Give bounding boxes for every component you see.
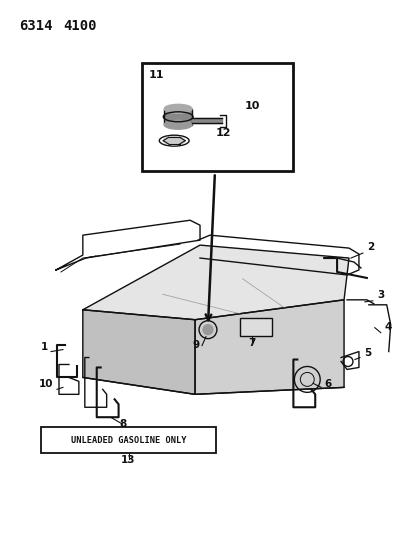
FancyBboxPatch shape: [142, 63, 293, 171]
FancyBboxPatch shape: [240, 318, 272, 336]
Text: 9: 9: [193, 340, 200, 350]
Text: 1: 1: [41, 342, 48, 352]
Text: 4100: 4100: [63, 19, 96, 33]
Ellipse shape: [164, 104, 192, 114]
Text: 10: 10: [38, 379, 53, 390]
Text: 12: 12: [216, 128, 231, 138]
Text: UNLEADED GASOLINE ONLY: UNLEADED GASOLINE ONLY: [71, 435, 186, 445]
Ellipse shape: [164, 120, 192, 129]
Text: 10: 10: [245, 101, 260, 111]
Ellipse shape: [163, 136, 185, 144]
Circle shape: [203, 325, 213, 335]
FancyBboxPatch shape: [41, 427, 216, 453]
Text: 2: 2: [367, 242, 374, 252]
Text: 11: 11: [149, 70, 164, 80]
Polygon shape: [83, 310, 195, 394]
Text: 4: 4: [385, 322, 392, 332]
Text: 8: 8: [119, 419, 126, 429]
Text: 3: 3: [377, 290, 384, 300]
Text: 7: 7: [248, 337, 255, 348]
Text: 6: 6: [324, 379, 331, 390]
Text: 13: 13: [121, 455, 136, 465]
Text: 6314: 6314: [19, 19, 53, 33]
Polygon shape: [192, 118, 222, 123]
Polygon shape: [195, 300, 344, 394]
FancyBboxPatch shape: [164, 109, 192, 125]
Text: 5: 5: [364, 348, 371, 358]
Polygon shape: [83, 245, 349, 320]
